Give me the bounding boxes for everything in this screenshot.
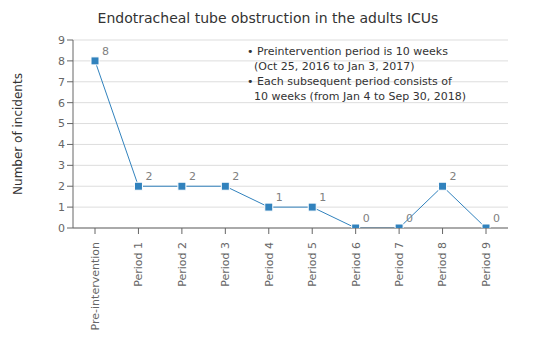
svg-text:Period 6: Period 6 [350,242,363,287]
svg-text:8: 8 [58,55,65,68]
svg-text:Period 8: Period 8 [436,242,449,287]
svg-text:4: 4 [58,138,65,151]
svg-text:0: 0 [493,212,500,225]
svg-text:Period 5: Period 5 [306,242,319,287]
svg-text:1: 1 [276,191,283,204]
html-text:• Preintervention period is 10: • Preintervention period is 10 weeks (Oc… [247,45,466,103]
svg-text:2: 2 [145,170,152,183]
svg-text:7: 7 [58,76,65,89]
svg-text:0: 0 [58,222,65,235]
svg-text:8: 8 [102,45,109,58]
svg-text:2: 2 [58,180,65,193]
svg-text:0: 0 [406,212,413,225]
svg-text:2: 2 [232,170,239,183]
svg-text:Period 1: Period 1 [132,242,145,287]
svg-text:Pre-intervention: Pre-intervention [89,242,102,330]
svg-text:Period 2: Period 2 [176,242,189,287]
svg-text:0: 0 [363,212,370,225]
svg-text:1: 1 [58,201,65,214]
svg-text:Period 9: Period 9 [480,242,493,287]
svg-text:Number of incidents: Number of incidents [11,73,25,195]
svg-text:2: 2 [189,170,196,183]
svg-text:5: 5 [58,117,65,130]
svg-text:Period 4: Period 4 [263,242,276,287]
svg-text:2: 2 [450,170,457,183]
svg-text:1: 1 [319,191,326,204]
html-text:Endotracheal tube obstruction: Endotracheal tube obstruction in the adu… [97,10,439,26]
svg-text:Period 3: Period 3 [219,242,232,287]
svg-text:Period 7: Period 7 [393,242,406,287]
svg-text:3: 3 [58,159,65,172]
svg-text:6: 6 [58,97,65,110]
svg-text:9: 9 [58,34,65,47]
